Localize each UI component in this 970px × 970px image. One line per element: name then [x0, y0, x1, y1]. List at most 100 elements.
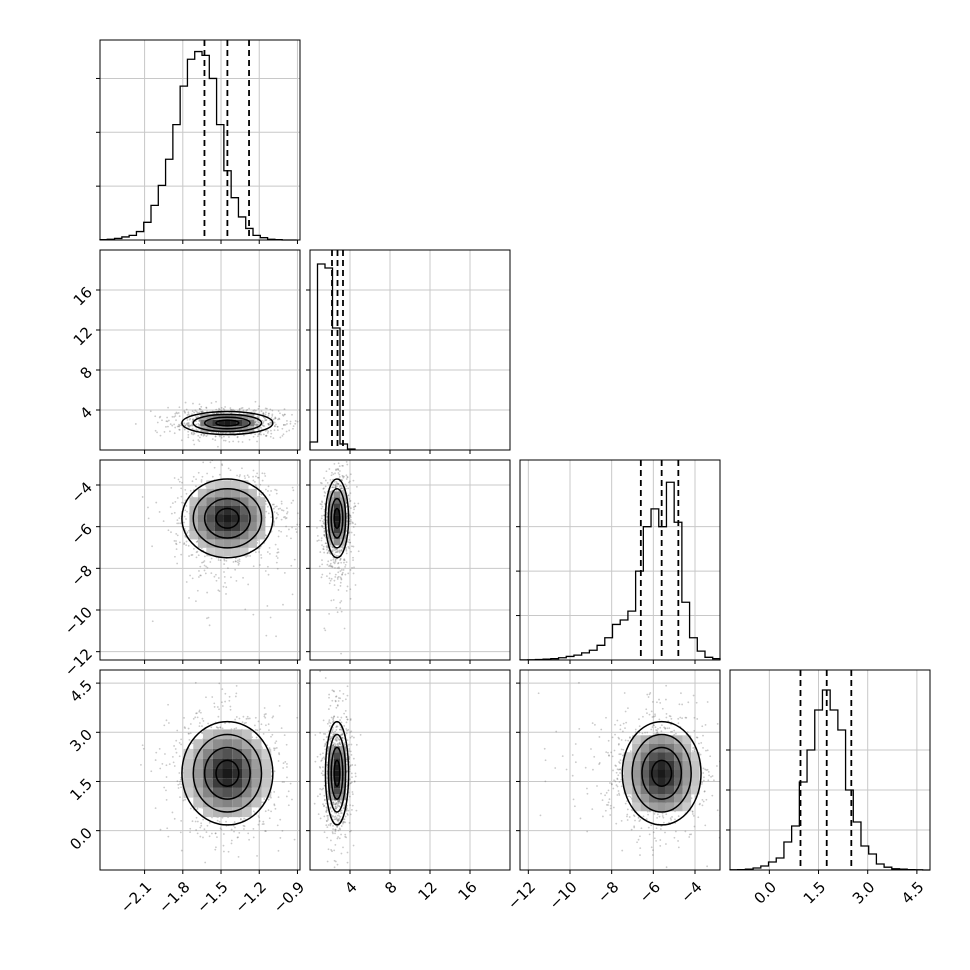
- density-cell: [203, 778, 213, 788]
- scatter-point: [319, 788, 322, 790]
- scatter-point: [323, 804, 326, 807]
- scatter-point: [284, 517, 287, 520]
- scatter-point: [352, 511, 355, 514]
- scatter-point: [178, 415, 181, 418]
- scatter-point: [279, 412, 281, 415]
- scatter-point: [335, 551, 338, 554]
- scatter-point: [210, 557, 213, 560]
- scatter-point: [258, 547, 261, 549]
- density-cell: [248, 514, 257, 523]
- scatter-point: [290, 502, 293, 504]
- scatter-point: [252, 836, 255, 839]
- scatter-point: [223, 571, 225, 573]
- scatter-point: [341, 700, 344, 702]
- scatter-point: [224, 432, 227, 435]
- scatter-point: [248, 838, 250, 841]
- scatter-point: [349, 719, 352, 721]
- scatter-point: [260, 426, 262, 429]
- scatter-point: [203, 564, 206, 567]
- scatter-point: [282, 424, 285, 426]
- scatter-point: [323, 521, 325, 524]
- scatter-point: [263, 798, 266, 800]
- scatter-point: [274, 747, 277, 750]
- scatter-point: [187, 433, 190, 436]
- density-cell: [242, 758, 252, 769]
- scatter-point: [352, 559, 354, 562]
- scatter-point: [351, 793, 354, 796]
- scatter-point: [337, 819, 339, 822]
- scatter-point: [279, 507, 282, 510]
- scatter-point: [274, 505, 277, 508]
- scatter-point: [201, 732, 204, 735]
- scatter-point: [326, 563, 329, 566]
- scatter-point: [222, 844, 225, 847]
- scatter-point: [333, 818, 336, 821]
- scatter-point: [141, 496, 144, 498]
- density-cell: [328, 539, 334, 546]
- scatter-point: [230, 842, 233, 845]
- scatter-point: [275, 740, 278, 743]
- scatter-point: [333, 462, 336, 465]
- scatter-point: [199, 565, 202, 568]
- scatter-point: [186, 414, 189, 416]
- scatter-point: [213, 706, 216, 708]
- scatter-point: [334, 843, 337, 846]
- scatter-point: [284, 760, 287, 763]
- density-cell: [223, 488, 232, 498]
- scatter-point: [334, 566, 336, 569]
- scatter-point: [270, 429, 272, 432]
- scatter-point: [333, 690, 336, 693]
- scatter-point: [325, 809, 328, 812]
- scatter-point: [243, 828, 245, 830]
- density-cell: [223, 522, 232, 531]
- density-cell: [242, 787, 252, 798]
- scatter-point: [200, 433, 203, 436]
- scatter-point: [339, 559, 341, 561]
- scatter-point: [165, 764, 168, 767]
- scatter-point: [350, 772, 353, 775]
- scatter-point: [221, 701, 223, 704]
- panel-content: [134, 400, 300, 448]
- scatter-point: [158, 416, 161, 419]
- scatter-point: [325, 806, 328, 809]
- scatter-point: [343, 725, 346, 727]
- scatter-point: [341, 550, 343, 552]
- scatter-point: [322, 738, 325, 741]
- scatter-point: [276, 557, 279, 559]
- scatter-point: [339, 601, 342, 604]
- scatter-point: [200, 822, 203, 825]
- scatter-point: [338, 485, 341, 488]
- scatter-point: [320, 507, 323, 510]
- scatter-point: [335, 725, 338, 728]
- scatter-point: [333, 549, 336, 552]
- scatter-point: [232, 432, 235, 434]
- scatter-point: [256, 440, 258, 443]
- scatter-point: [218, 682, 221, 685]
- scatter-point: [245, 555, 248, 558]
- scatter-point: [337, 818, 339, 821]
- scatter-point: [216, 726, 219, 729]
- scatter-point: [256, 855, 258, 857]
- scatter-point: [352, 479, 355, 482]
- scatter-point: [187, 422, 190, 425]
- scatter-point: [232, 408, 234, 411]
- scatter-point: [154, 807, 157, 810]
- scatter-point: [321, 500, 323, 503]
- scatter-point: [328, 582, 331, 585]
- scatter-point: [183, 428, 186, 431]
- scatter-point: [202, 561, 205, 564]
- scatter-point: [347, 494, 350, 497]
- scatter-point: [278, 418, 281, 421]
- scatter-point: [330, 474, 333, 477]
- scatter-point: [220, 406, 223, 409]
- scatter-point: [348, 498, 351, 500]
- scatter-point: [221, 463, 223, 466]
- scatter-point: [258, 421, 260, 424]
- scatter-point: [205, 435, 208, 438]
- scatter-point: [269, 421, 272, 424]
- density-cell: [223, 530, 232, 540]
- scatter-point: [333, 803, 336, 806]
- scatter-point: [274, 417, 277, 420]
- density-cell: [206, 522, 215, 531]
- density-cell: [240, 514, 249, 523]
